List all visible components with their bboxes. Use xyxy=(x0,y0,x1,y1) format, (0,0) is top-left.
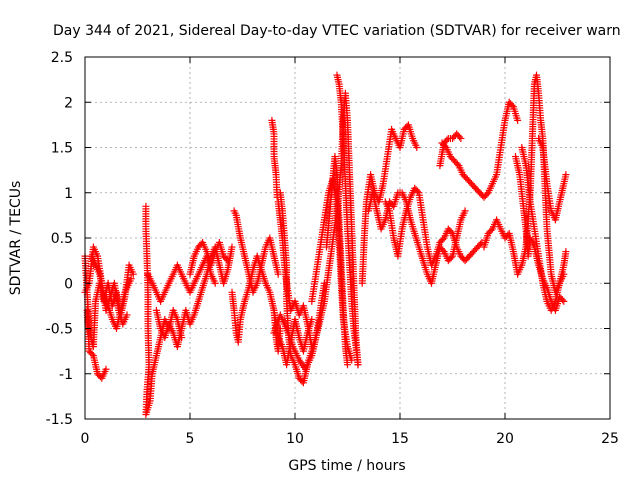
data-point xyxy=(560,270,568,278)
data-point xyxy=(439,246,447,254)
data-point xyxy=(487,226,495,234)
y-tick-label: 1.5 xyxy=(51,141,73,157)
axis-ticks: 0 5 10 15 20 25 -1.5 -1 -0.5 0 0.5 1 1.5 2 2.5 xyxy=(46,50,619,447)
y-axis-label: SDTVAR / TECUs xyxy=(8,181,24,296)
data-point xyxy=(413,144,421,151)
data-point xyxy=(129,270,137,278)
y-tick-label: -1 xyxy=(59,367,73,383)
y-tick-label: 2.5 xyxy=(51,50,73,66)
data-point xyxy=(211,279,219,287)
x-tick-label: 10 xyxy=(286,431,304,447)
data-point xyxy=(127,275,135,283)
x-tick-label: 20 xyxy=(496,431,514,447)
data-point xyxy=(224,257,232,265)
data-point xyxy=(443,136,451,144)
data-point xyxy=(560,297,568,305)
data-point xyxy=(562,248,570,256)
data-point xyxy=(514,116,522,124)
data-point xyxy=(457,134,465,142)
x-tick-label: 25 xyxy=(601,431,619,447)
data-point xyxy=(102,365,110,373)
x-tick-label: 0 xyxy=(81,431,90,447)
data-point xyxy=(477,240,484,248)
x-tick-label: 15 xyxy=(391,431,409,447)
data-point xyxy=(88,350,96,358)
data-point xyxy=(483,190,491,198)
data-point xyxy=(461,207,469,215)
data-point xyxy=(453,160,461,168)
data-point xyxy=(414,187,421,195)
data-point xyxy=(447,228,455,236)
data-point xyxy=(222,255,230,263)
y-tick-label: 1 xyxy=(64,186,73,202)
data-point xyxy=(274,270,282,278)
data-point xyxy=(354,361,362,369)
y-tick-label: -1.5 xyxy=(46,412,73,428)
data-point xyxy=(441,142,449,150)
x-tick-label: 5 xyxy=(186,431,195,447)
data-point xyxy=(508,101,516,109)
y-tick-label: 2 xyxy=(64,95,73,111)
data-point xyxy=(439,236,447,244)
data-point xyxy=(344,361,351,369)
y-tick-label: 0.5 xyxy=(51,231,73,247)
data-point xyxy=(558,296,566,304)
y-tick-label: 0 xyxy=(64,276,73,292)
data-point xyxy=(562,171,570,179)
data-point xyxy=(456,133,463,141)
data-point xyxy=(228,243,236,251)
chart-title: Day 344 of 2021, Sidereal Day-to-day VTE… xyxy=(53,23,621,39)
data-point xyxy=(273,193,281,201)
y-tick-label: -0.5 xyxy=(46,322,73,338)
data-points xyxy=(81,71,570,418)
x-axis-label: GPS time / hours xyxy=(288,458,405,474)
data-point xyxy=(447,254,455,262)
data-point xyxy=(123,311,131,319)
